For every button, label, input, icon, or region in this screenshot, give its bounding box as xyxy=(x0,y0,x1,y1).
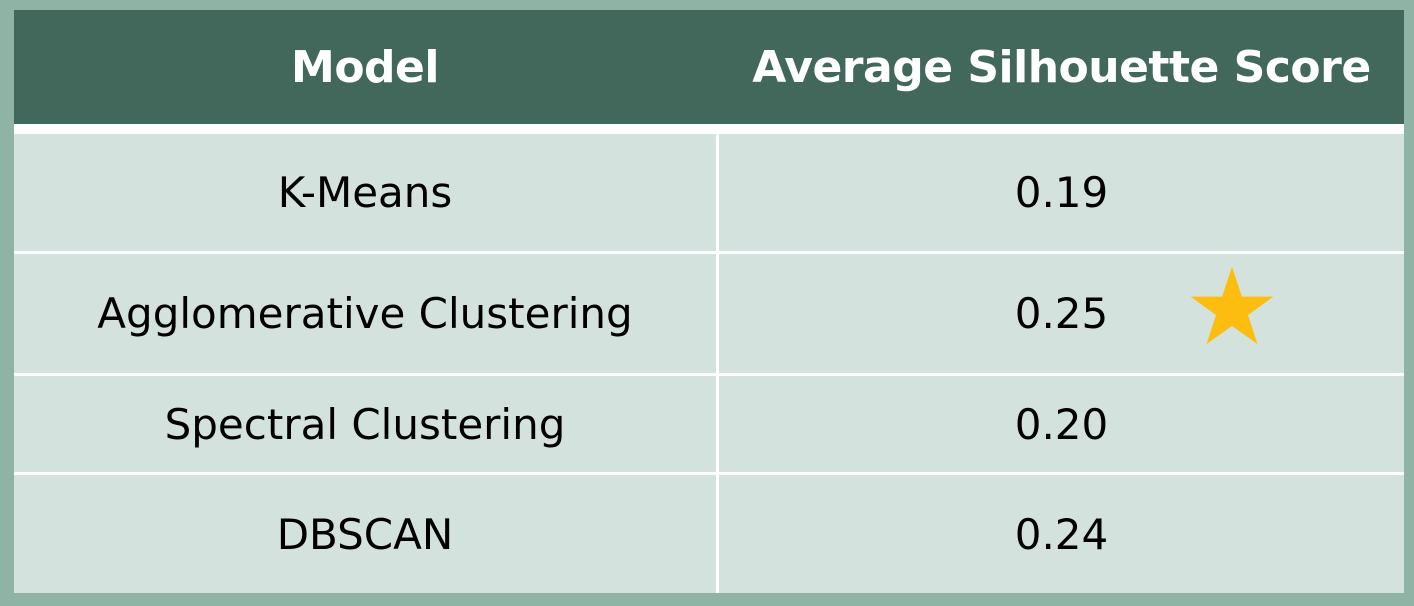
header-divider xyxy=(14,124,1404,134)
model-cell: DBSCAN xyxy=(14,475,716,593)
star-icon xyxy=(1190,266,1274,345)
model-cell: K-Means xyxy=(14,134,716,251)
column-header-score: Average Silhouette Score xyxy=(752,41,1371,93)
model-cell: Spectral Clustering xyxy=(14,376,716,472)
results-table: Model Average Silhouette Score K-Means 0… xyxy=(14,10,1404,593)
score-cell: 0.20 xyxy=(719,376,1404,472)
score-cell: 0.19 xyxy=(719,134,1404,251)
score-cell: 0.24 xyxy=(719,475,1404,593)
score-cell: 0.25 xyxy=(719,254,1404,373)
column-header-model: Model xyxy=(291,41,439,93)
table-header-row xyxy=(14,10,1404,124)
model-cell: Agglomerative Clustering xyxy=(14,254,716,373)
